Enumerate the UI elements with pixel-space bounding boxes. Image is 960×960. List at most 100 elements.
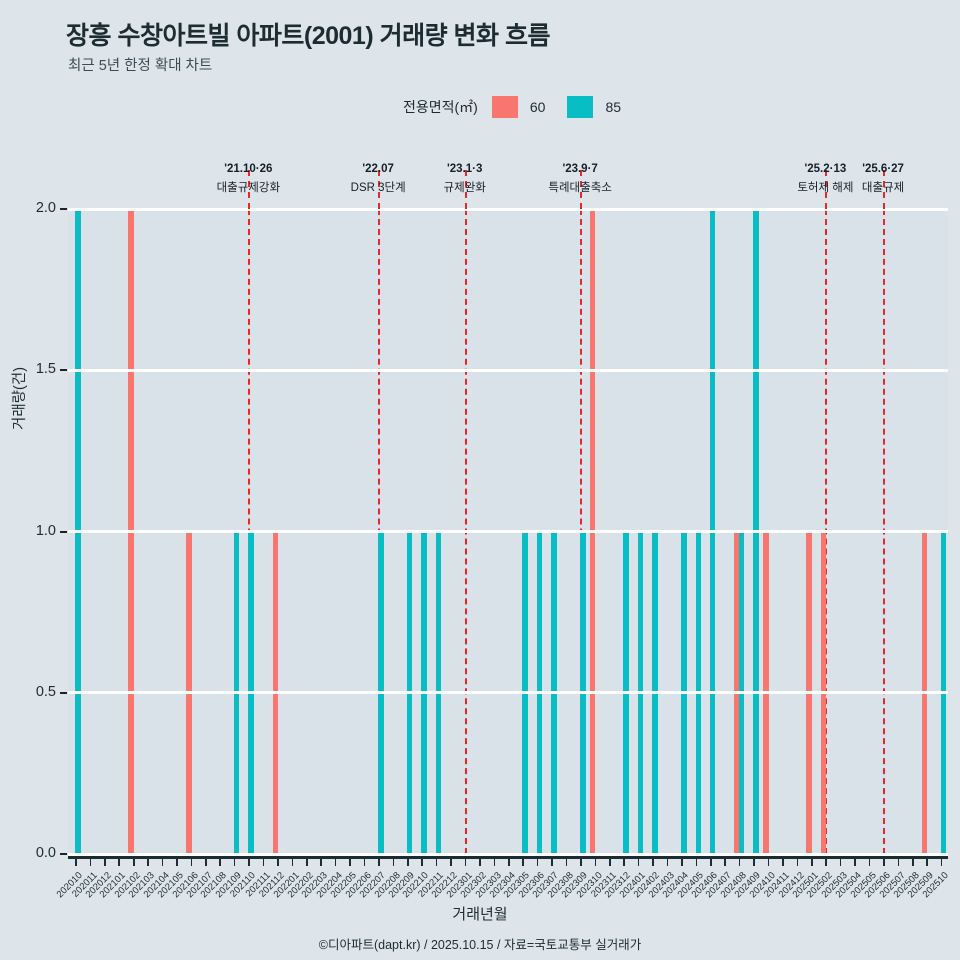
x-tick-mark — [738, 858, 741, 866]
legend-swatch-60 — [491, 96, 518, 118]
y-tick-mark — [60, 691, 67, 694]
annotation-label: DSR 3단계 — [350, 182, 406, 194]
y-tick-label: 2.0 — [35, 200, 56, 216]
x-tick-mark — [104, 858, 106, 866]
y-axis-title: 거래량(건) — [12, 366, 28, 430]
annotation-202506: '25.6·27 대출규제 — [813, 163, 953, 195]
x-tick-mark — [681, 858, 683, 866]
annotation-202207: '22.07 DSR 3단계 — [308, 163, 448, 195]
x-tick-mark — [306, 858, 308, 866]
x-tick-mark — [464, 858, 467, 866]
x-tick-mark — [118, 858, 121, 866]
x-tick-mark — [724, 858, 726, 866]
x-tick-mark — [147, 858, 149, 866]
annotation-date: '23.1·3 — [447, 163, 483, 175]
x-tick-mark — [868, 858, 871, 866]
x-tick-mark — [551, 858, 553, 866]
x-tick-mark — [132, 858, 135, 866]
x-tick-mark — [262, 858, 265, 866]
x-tick-mark — [450, 858, 452, 866]
x-tick-mark — [493, 858, 496, 866]
x-tick-mark — [782, 858, 784, 866]
x-tick-mark — [810, 858, 813, 866]
event-line-ext-202309 — [580, 170, 583, 209]
x-tick-mark — [435, 858, 438, 866]
x-tick-mark — [753, 858, 755, 866]
x-tick-mark — [594, 858, 597, 866]
annotation-date: '25.6·27 — [862, 163, 904, 175]
x-tick-mark — [89, 858, 92, 866]
annotation-label: 토허제 해제 — [797, 182, 854, 194]
x-tick-mark — [926, 858, 928, 866]
x-tick-mark — [378, 858, 380, 866]
annotation-label: 규제완화 — [443, 182, 486, 194]
x-tick-mark — [522, 858, 525, 866]
x-tick-mark — [277, 858, 279, 866]
x-tick-mark — [883, 858, 885, 866]
gridline — [68, 852, 948, 856]
x-tick-mark — [363, 858, 366, 866]
x-tick-mark — [839, 858, 842, 866]
y-tick-label: 1.0 — [35, 522, 56, 539]
legend: 전용면적(㎡) 60 85 — [403, 96, 621, 118]
annotation-date: '21.10·26 — [224, 163, 273, 175]
event-line-ext-202502 — [825, 170, 828, 209]
gridline — [68, 368, 948, 372]
x-axis-title: 거래년월 — [452, 906, 508, 923]
x-tick-mark — [911, 858, 914, 866]
x-tick-mark — [767, 858, 770, 866]
x-tick-mark — [349, 858, 351, 866]
x-tick-mark — [825, 858, 827, 866]
legend-label-85: 85 — [605, 99, 622, 115]
x-tick-mark — [248, 858, 250, 866]
legend-label-60: 60 — [529, 99, 546, 115]
y-tick-mark — [60, 530, 67, 533]
x-tick-mark — [75, 858, 77, 866]
x-tick-mark — [392, 858, 395, 866]
y-tick-label: 0.0 — [35, 845, 56, 861]
x-axis-line — [68, 856, 948, 859]
annotation-202110: '21.10·26 대출규제강화 — [178, 163, 318, 195]
x-tick-mark — [666, 858, 669, 866]
x-tick-mark — [580, 858, 582, 866]
footer-credit: ©디아파트(dapt.kr) / 2025.10.15 / 자료=국토교통부 실… — [318, 938, 642, 952]
x-tick-mark — [536, 858, 539, 866]
x-tick-mark — [940, 858, 943, 866]
x-tick-mark — [652, 858, 654, 866]
event-line-ext-202506 — [883, 170, 886, 209]
x-tick-mark — [709, 858, 712, 866]
x-tick-mark — [796, 858, 799, 866]
x-tick-mark — [479, 858, 481, 866]
x-tick-mark — [695, 858, 698, 866]
x-tick-mark — [205, 858, 207, 866]
x-tick-mark — [219, 858, 222, 866]
annotation-202301: '23.1·3 규제완화 — [395, 163, 535, 195]
x-tick-mark — [320, 858, 323, 866]
y-tick-mark — [60, 208, 67, 210]
annotation-date: '23.9·7 — [562, 163, 598, 175]
x-tick-mark — [623, 858, 625, 866]
page-subtitle: 최근 5년 한정 확대 차트 — [68, 58, 213, 74]
x-tick-mark — [508, 858, 510, 866]
x-tick-mark — [608, 858, 611, 866]
x-tick-mark — [190, 858, 193, 866]
x-tick-mark — [407, 858, 409, 866]
y-tick-mark — [60, 853, 67, 855]
x-tick-mark — [854, 858, 856, 866]
x-tick-mark — [421, 858, 424, 866]
page-title: 장흥 수창아트빌 아파트(2001) 거래량 변화 흐름 — [66, 22, 551, 50]
annotation-date: '22.07 — [362, 163, 394, 175]
x-tick-mark — [161, 858, 164, 866]
annotation-label: 대출규제 — [861, 182, 905, 194]
x-tick-mark — [565, 858, 568, 866]
annotation-202502: '25.2·13 토허제 해제 — [755, 163, 895, 195]
y-tick-label: 1.5 — [35, 361, 56, 378]
y-tick-label: 0.5 — [35, 683, 56, 700]
gridline — [68, 207, 948, 211]
annotation-label: 대출규제강화 — [216, 182, 281, 194]
annotation-label: 특례대출축소 — [548, 182, 612, 194]
legend-title: 전용면적(㎡) — [403, 99, 478, 115]
event-line-ext-202110 — [248, 170, 251, 209]
x-tick-mark — [637, 858, 640, 866]
